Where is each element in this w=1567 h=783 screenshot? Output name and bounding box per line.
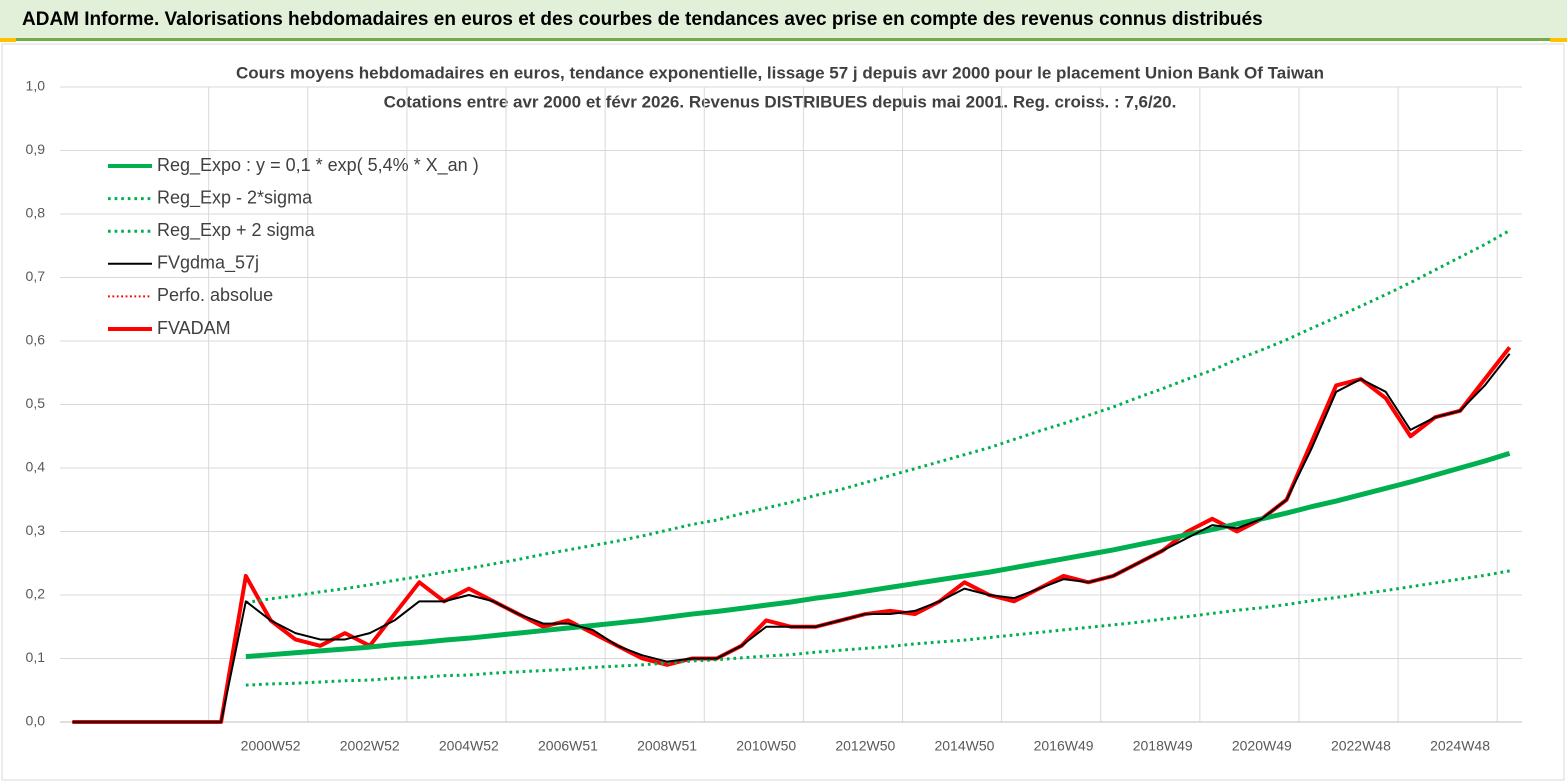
header-bar [0, 0, 1567, 40]
x-tick-label: 2008W51 [637, 738, 697, 754]
chart-title: Cours moyens hebdomadaires en euros, ten… [236, 63, 1324, 82]
x-tick-label: 2014W50 [934, 738, 994, 754]
x-tick-label: 2004W52 [439, 738, 499, 754]
y-tick-label: 0,1 [26, 649, 46, 665]
x-tick-label: 2018W49 [1133, 738, 1193, 754]
legend-label: FVgdma_57j [157, 253, 259, 274]
x-tick-label: 2024W48 [1430, 738, 1490, 754]
y-tick-label: 1,0 [26, 78, 46, 94]
plot-lines [72, 229, 1512, 724]
x-tick-label: 2002W52 [340, 738, 400, 754]
legend-label: Reg_Expo : y = 0,1 * exp( 5,4% * X_an ) [157, 155, 479, 176]
x-tick-label: 2022W48 [1331, 738, 1391, 754]
legend-label: Reg_Exp + 2 sigma [157, 220, 316, 241]
y-tick-label: 0,8 [26, 205, 46, 221]
grid: 0,0 0,1 0,2 0,3 0,4 0,5 0,6 0,7 0,8 0,9 1,0 2000W52… [26, 78, 1522, 754]
y-tick-label: 0,9 [26, 141, 46, 157]
corner-accent [1550, 38, 1567, 42]
series-line [245, 229, 1511, 605]
series-line [245, 451, 1511, 660]
y-tick-label: 0,3 [26, 522, 46, 538]
legend: Reg_Expo : y = 0,1 * exp( 5,4% * X_an ) R… [108, 155, 479, 338]
y-tick-label: 0,0 [26, 713, 46, 729]
legend-label: Reg_Exp - 2*sigma [157, 187, 313, 208]
header-title: ADAM Informe. Valorisations hebdomadaire… [22, 9, 1263, 30]
legend-label: FVADAM [157, 318, 231, 338]
chart-subtitle: Cotations entre avr 2000 et févr 2026. R… [384, 92, 1177, 111]
y-tick-label: 0,7 [26, 268, 46, 284]
x-tick-label: 2000W52 [241, 738, 301, 754]
header-rule [0, 38, 1567, 41]
corner-accent [0, 38, 16, 42]
y-tick-label: 0,2 [26, 586, 46, 602]
x-tick-label: 2020W49 [1232, 738, 1292, 754]
x-tick-label: 2010W50 [736, 738, 796, 754]
x-tick-label: 2006W51 [538, 738, 598, 754]
x-tick-label: 2016W49 [1034, 738, 1094, 754]
x-tick-label: 2012W50 [835, 738, 895, 754]
legend-label: Perfo. absolue [157, 285, 273, 305]
series-line [245, 569, 1510, 687]
y-tick-label: 0,4 [26, 459, 46, 475]
y-tick-label: 0,5 [26, 395, 46, 411]
series-line [72, 353, 1511, 723]
y-tick-label: 0,6 [26, 332, 46, 348]
